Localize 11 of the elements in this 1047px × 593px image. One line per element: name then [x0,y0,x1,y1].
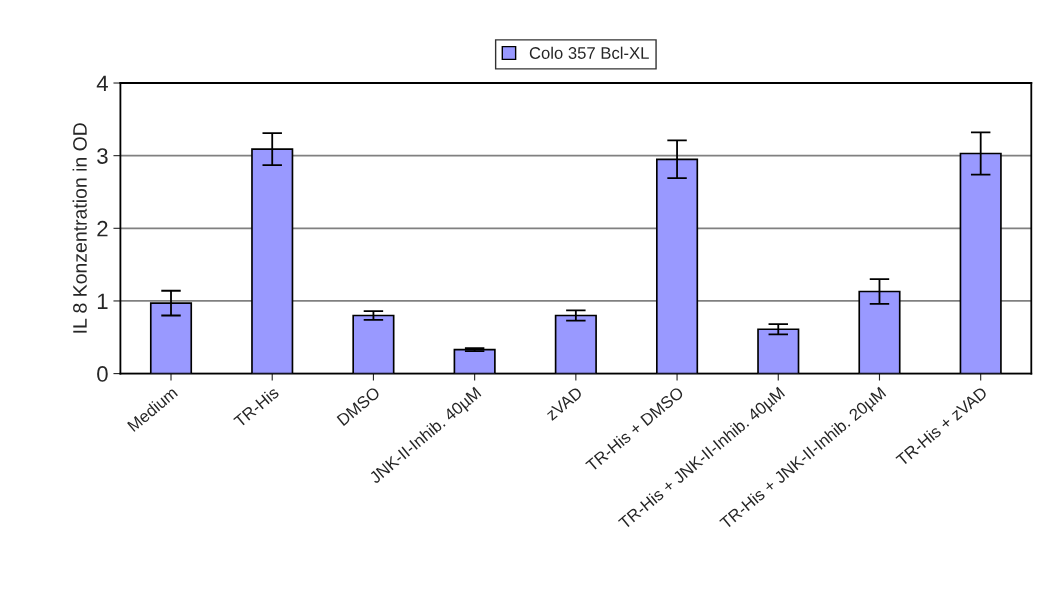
bar [453,348,496,374]
bar [352,314,395,374]
y-tick-label: 0 [97,366,108,382]
legend-label: Colo 357 Bcl-XL [529,46,649,59]
y-tick-label: 4 [96,75,108,92]
y-tick-label: 3 [97,148,108,164]
y-tick-label: 2 [97,220,108,237]
y-axis-title: IL 8 Konzentration in OD [72,123,87,333]
y-tick-label: 1 [97,293,108,309]
bar [757,328,800,374]
bar [554,314,597,374]
